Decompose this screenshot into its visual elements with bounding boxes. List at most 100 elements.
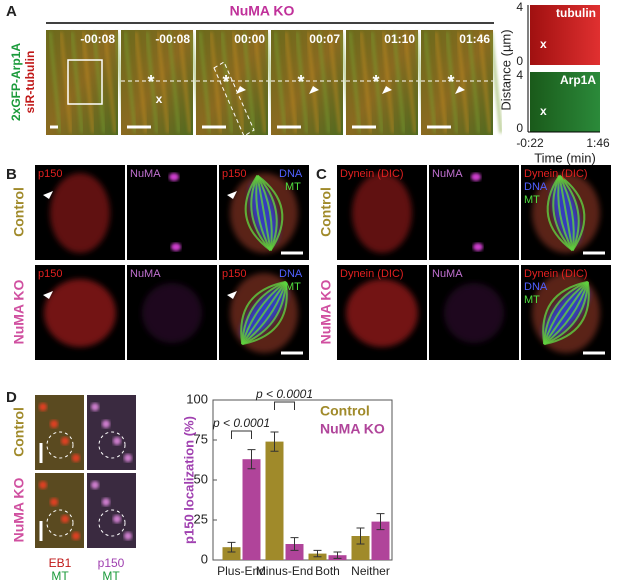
signal bbox=[169, 173, 179, 181]
marker: * bbox=[447, 72, 454, 92]
legend-entry: NuMA KO bbox=[320, 421, 385, 437]
fiber bbox=[434, 31, 448, 134]
fiber bbox=[392, 31, 406, 134]
marker: * bbox=[297, 72, 304, 92]
timestamp: -00:08 bbox=[80, 32, 115, 46]
fiber bbox=[543, 280, 589, 345]
error-bar bbox=[270, 431, 279, 452]
fiber bbox=[478, 31, 492, 134]
channel-label: DNA bbox=[524, 181, 548, 193]
fiber bbox=[295, 31, 309, 134]
fiber bbox=[348, 31, 362, 134]
error-bar bbox=[227, 541, 236, 553]
channel-label: DNA bbox=[279, 268, 303, 280]
error-bar bbox=[313, 549, 322, 558]
fiber bbox=[241, 280, 287, 345]
channel-label: DNA bbox=[524, 281, 548, 293]
puncta bbox=[113, 515, 121, 523]
puncta bbox=[91, 481, 99, 489]
annotation: p < 0.0001 bbox=[255, 387, 313, 401]
row-label: Control bbox=[11, 187, 27, 237]
puncta bbox=[124, 454, 132, 462]
puncta bbox=[61, 437, 69, 445]
fiber bbox=[178, 31, 192, 134]
arrowhead bbox=[455, 86, 465, 94]
fiber bbox=[123, 31, 137, 134]
fiber bbox=[370, 31, 384, 134]
fiber bbox=[542, 280, 588, 345]
y-axis-label: p150 localization (%) bbox=[181, 416, 196, 544]
fiber bbox=[317, 31, 331, 134]
legend-entry: Control bbox=[320, 403, 370, 419]
puncta bbox=[102, 420, 110, 428]
fiber bbox=[241, 281, 287, 346]
fiber bbox=[256, 174, 278, 251]
channel-label: siR-tubulin bbox=[23, 51, 37, 114]
puncta bbox=[39, 403, 47, 411]
bar bbox=[285, 544, 304, 560]
fiber bbox=[558, 174, 580, 251]
signal bbox=[352, 173, 412, 253]
panel-label: D bbox=[6, 389, 17, 406]
fiber bbox=[244, 175, 272, 252]
column-label: MT bbox=[51, 569, 69, 583]
roi-circle bbox=[46, 509, 74, 537]
arrowhead bbox=[309, 86, 319, 94]
column-label: MT bbox=[102, 569, 120, 583]
fiber bbox=[544, 281, 590, 346]
fiber bbox=[543, 281, 589, 345]
kymograph bbox=[530, 72, 600, 132]
channel-label: Dynein (DIC) bbox=[524, 268, 588, 280]
d-images: Control NuMA KO bbox=[11, 395, 136, 548]
fiber bbox=[543, 281, 589, 345]
micrograph bbox=[127, 165, 217, 260]
y-tick-label: 25 bbox=[194, 511, 208, 526]
timestamp: 01:46 bbox=[459, 32, 490, 46]
arrowhead bbox=[43, 291, 53, 299]
fiber bbox=[256, 175, 272, 251]
bar bbox=[371, 521, 390, 560]
arrowhead bbox=[43, 191, 53, 199]
fiber bbox=[359, 31, 373, 134]
puncta bbox=[72, 454, 80, 462]
fiber bbox=[250, 175, 272, 252]
channel-label: MT bbox=[285, 281, 301, 293]
fiber bbox=[242, 31, 256, 134]
kymo-label: Arp1A bbox=[560, 73, 596, 87]
kymograph bbox=[530, 5, 600, 65]
fiber bbox=[241, 281, 287, 345]
arrowhead bbox=[227, 291, 237, 299]
fiber bbox=[489, 31, 503, 134]
fiber bbox=[220, 31, 234, 134]
channel-label: p150 bbox=[222, 268, 246, 280]
signal bbox=[50, 173, 110, 253]
signal bbox=[473, 243, 483, 251]
bar bbox=[265, 441, 284, 560]
timestamp: -00:08 bbox=[155, 32, 190, 46]
x-tick-label: Plus-End bbox=[217, 564, 266, 578]
arrowhead bbox=[236, 86, 246, 94]
fiber bbox=[231, 31, 245, 134]
channel-label: Dynein (DIC) bbox=[340, 168, 404, 180]
time-lapse: -00:08 -00:08*x00:00*00:07*01:10*01:46* bbox=[46, 30, 503, 137]
fiber bbox=[241, 281, 287, 345]
fiber bbox=[253, 31, 267, 134]
fiber bbox=[558, 175, 575, 251]
channel-label: MT bbox=[524, 294, 540, 306]
y-tick-label: 100 bbox=[186, 391, 208, 406]
marker: * bbox=[147, 72, 154, 92]
bar bbox=[351, 536, 370, 560]
channel-label: NuMA bbox=[130, 268, 161, 280]
roi-circle bbox=[98, 431, 126, 459]
signal bbox=[444, 283, 504, 343]
fiber bbox=[423, 31, 437, 134]
panel-label: C bbox=[316, 166, 327, 183]
fiber bbox=[48, 31, 62, 134]
fiber bbox=[328, 31, 342, 134]
axis-label: Time (min) bbox=[534, 150, 596, 165]
bracket bbox=[274, 401, 295, 410]
tick-label: 4 bbox=[516, 0, 523, 14]
signal bbox=[44, 279, 116, 347]
fiber bbox=[209, 31, 223, 134]
